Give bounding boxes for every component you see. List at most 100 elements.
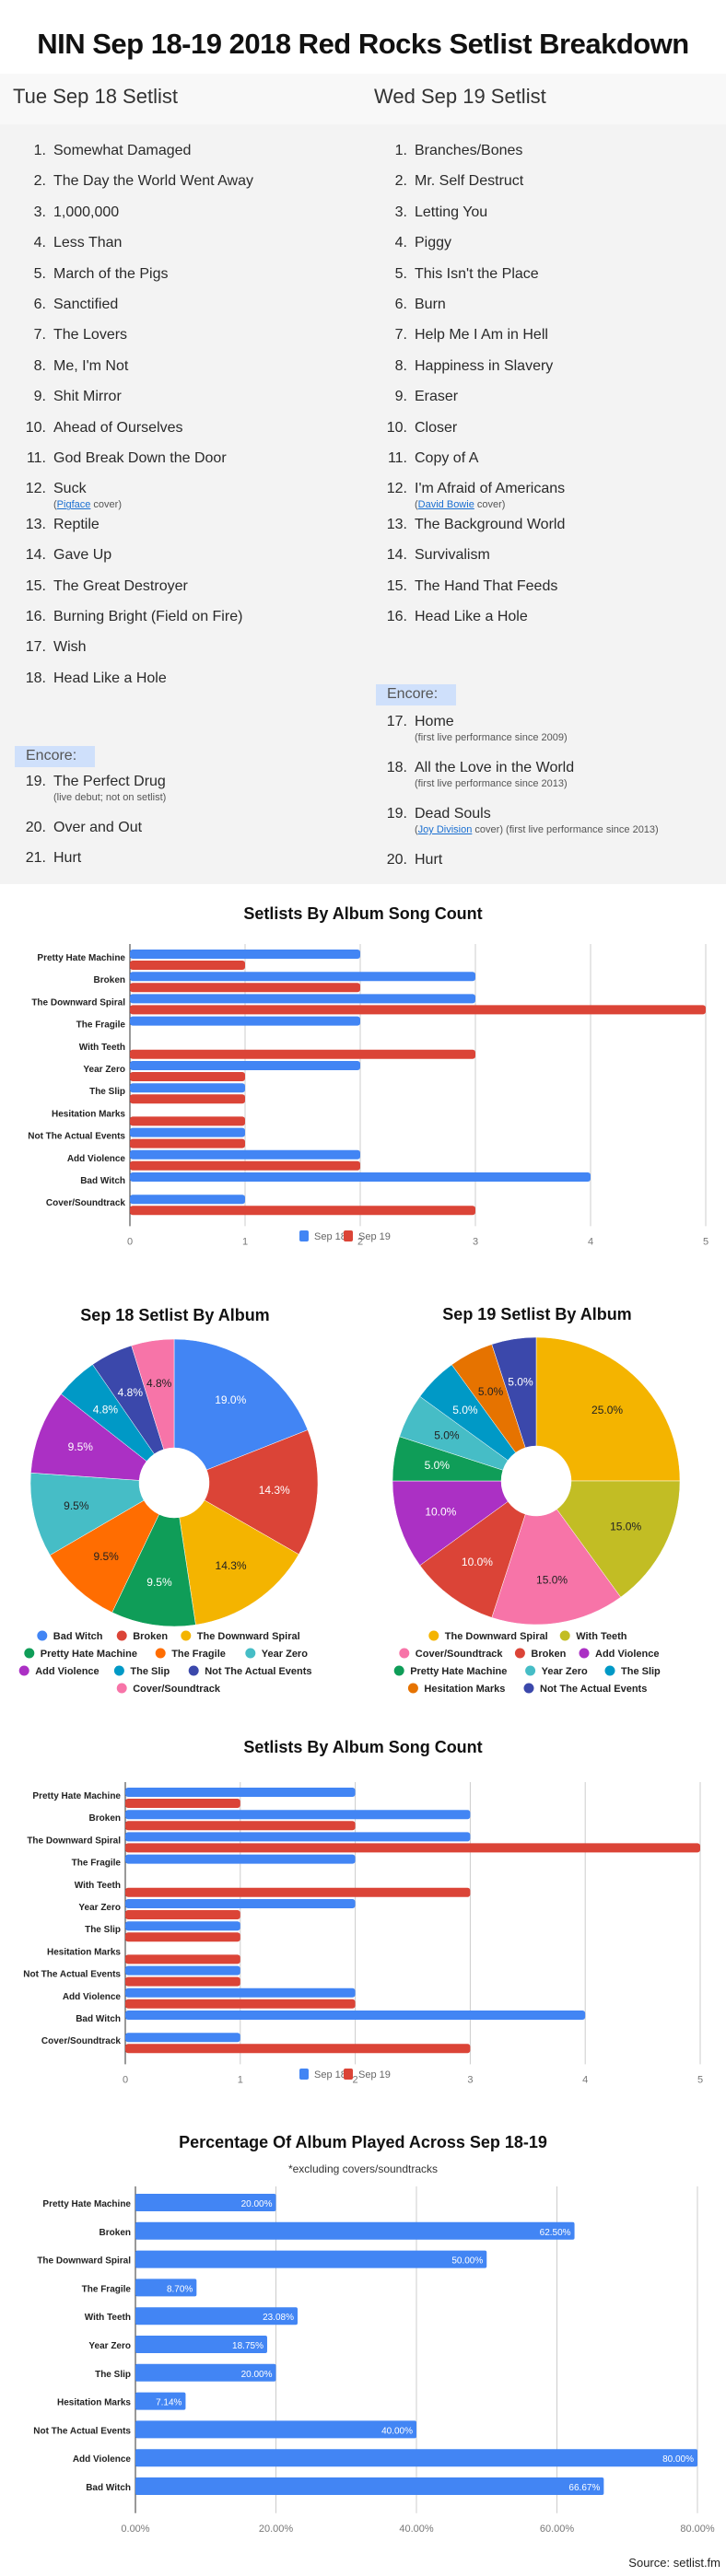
setlist-song: 1. Somewhat Damaged xyxy=(13,143,192,159)
setlist-song: 19. Dead Souls (Joy Division cover) (first… xyxy=(374,806,659,835)
song-title: The Background World xyxy=(415,516,566,532)
category-label: The Slip xyxy=(95,2370,131,2380)
pie-slice-cover-soundtrack xyxy=(131,1338,175,1451)
legend-label: Add Violence xyxy=(595,1649,659,1660)
category-label: Not The Actual Events xyxy=(33,2426,131,2436)
bar-chart-1-title: Setlists By Album Song Count xyxy=(243,904,483,923)
song-number: 14. xyxy=(386,547,407,564)
slice-value-label: 5.0% xyxy=(452,1404,478,1416)
legend-label: The Slip xyxy=(130,1666,170,1677)
bar-sep-19 xyxy=(125,1910,240,1919)
bar-sep-19 xyxy=(130,1116,245,1126)
legend-dot xyxy=(579,1648,590,1659)
bar-sep-19 xyxy=(125,1821,356,1831)
percentage-bar xyxy=(135,2392,186,2410)
song-number: 19. xyxy=(25,774,46,789)
bar-sep-18 xyxy=(125,1965,240,1976)
bar-sep-18 xyxy=(130,1149,360,1160)
percentage-bar-chart: 0.00% 20.00% 40.00% 60.00% 80.00% Pretty Hate… xyxy=(33,2186,715,2535)
legend-label: Add Violence xyxy=(35,1666,99,1677)
legend-label: Not The Actual Events xyxy=(540,1684,647,1695)
category-label: With Teeth xyxy=(79,1043,125,1053)
category-label: The Downward Spiral xyxy=(37,2256,131,2267)
song-note: (David Bowie cover) xyxy=(415,499,506,511)
legend-label: Hesitation Marks xyxy=(424,1684,505,1695)
x-tick-label: 3 xyxy=(473,1236,478,1247)
legend-swatch xyxy=(299,1230,309,1241)
setlist-song: 17. Wish xyxy=(13,639,87,656)
pie-chart-sep19: 25.0%15.0%15.0%10.0%10.0%5.0%5.0%5.0%5.0… xyxy=(392,1336,681,1695)
category-label: The Fragile xyxy=(72,1859,122,1869)
bar-sep-18 xyxy=(125,1987,356,1998)
song-title: Shit Mirror xyxy=(53,389,122,405)
bar-sep-19 xyxy=(130,1138,245,1148)
setlist-song: 19. The Perfect Drug (live debut; not on s… xyxy=(13,774,167,803)
song-number: 6. xyxy=(394,297,407,312)
song-title: Hurt xyxy=(415,852,443,868)
setlist-song: 4. Less Than xyxy=(13,235,123,251)
setlists-header-band xyxy=(0,74,726,124)
pie-chart-sep18-title: Sep 18 Setlist By Album xyxy=(80,1306,270,1324)
legend-label: The Downward Spiral xyxy=(197,1631,300,1642)
slice-value-label: 15.0% xyxy=(536,1574,568,1587)
legend-label: Cover/Soundtrack xyxy=(133,1684,221,1695)
song-title: Home xyxy=(415,714,454,729)
song-number: 8. xyxy=(394,357,407,374)
legend-label: The Slip xyxy=(621,1666,661,1677)
legend-dot xyxy=(116,1683,127,1694)
song-note: (first live performance since 2013) xyxy=(415,778,568,789)
artist-link[interactable]: David Bowie xyxy=(417,499,474,511)
setlist-song: 9. Shit Mirror xyxy=(13,389,122,405)
slice-value-label: 9.5% xyxy=(64,1499,89,1512)
setlist-song: 11. Copy of A xyxy=(374,450,478,467)
percentage-bar xyxy=(135,2449,697,2467)
bar-value-label: 50.00% xyxy=(451,2256,483,2267)
song-title: Gave Up xyxy=(53,547,112,564)
setlist-song: 14. Gave Up xyxy=(13,547,111,564)
category-label: Year Zero xyxy=(88,2341,131,2351)
song-number: 15. xyxy=(386,577,407,594)
percentage-bar xyxy=(135,2194,276,2211)
song-number: 13. xyxy=(25,516,46,532)
song-title: Survivalism xyxy=(415,547,490,564)
bar-sep-18 xyxy=(125,1832,471,1842)
song-title: The Perfect Drug xyxy=(53,774,166,789)
pie-slice-cover-soundtrack xyxy=(491,1509,622,1626)
legend-dot xyxy=(559,1630,570,1641)
bar-sep-18 xyxy=(125,1810,471,1820)
song-title: Dead Souls xyxy=(415,806,491,822)
song-number: 3. xyxy=(33,204,46,220)
x-tick-label: 0 xyxy=(127,1236,133,1247)
category-label: Pretty Hate Machine xyxy=(37,953,125,963)
pie-slice-with-teeth xyxy=(556,1480,681,1598)
category-label: Year Zero xyxy=(83,1065,125,1075)
category-label: Year Zero xyxy=(78,1903,121,1913)
song-title: 1,000,000 xyxy=(53,204,120,220)
song-number: 4. xyxy=(33,235,46,251)
artist-link[interactable]: Pigface xyxy=(56,499,91,511)
song-title: Eraser xyxy=(415,389,459,405)
bar-sep-19 xyxy=(125,1954,240,1964)
legend-label: Cover/Soundtrack xyxy=(416,1649,504,1660)
artist-link[interactable]: Joy Division xyxy=(417,824,473,835)
song-title: Piggy xyxy=(415,235,452,251)
setlist-song: 2. The Day the World Went Away xyxy=(13,173,253,190)
song-number: 11. xyxy=(387,450,407,466)
slice-value-label: 10.0% xyxy=(425,1506,456,1519)
bar-sep-18 xyxy=(125,1899,356,1908)
setlist-song: 2. Mr. Self Destruct xyxy=(374,173,524,190)
slice-value-label: 14.3% xyxy=(216,1559,247,1572)
song-number: 18. xyxy=(25,670,46,686)
bar-sep-18 xyxy=(125,1921,240,1931)
song-number: 8. xyxy=(33,357,46,374)
song-number: 16. xyxy=(386,609,407,624)
category-label: Hesitation Marks xyxy=(52,1109,125,1119)
bar-value-label: 18.75% xyxy=(232,2341,263,2351)
setlist-song: 20. Hurt xyxy=(374,852,442,868)
category-label: Add Violence xyxy=(63,1992,122,2002)
song-title: Burn xyxy=(415,297,446,312)
encore-label: Encore: xyxy=(15,746,96,767)
slice-value-label: 4.8% xyxy=(118,1386,144,1399)
song-number: 21. xyxy=(25,850,46,866)
legend-dot xyxy=(181,1630,192,1641)
